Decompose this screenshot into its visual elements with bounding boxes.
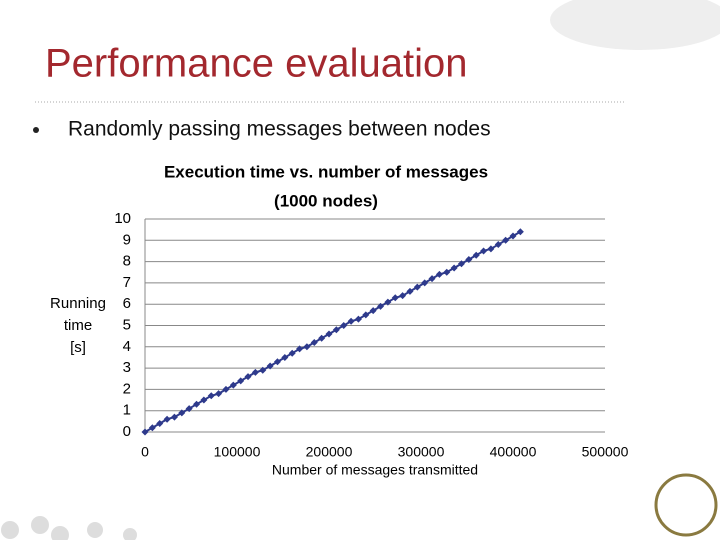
y-tick-label: 1 [123, 402, 131, 419]
data-point [251, 368, 259, 376]
data-point [362, 311, 370, 319]
data-point [457, 260, 465, 268]
data-point [509, 232, 517, 240]
logo [654, 473, 718, 537]
data-point [215, 390, 223, 398]
data-point [296, 345, 304, 353]
data-point [494, 241, 502, 249]
y-axis-label: Running [50, 295, 106, 312]
data-point [428, 275, 436, 283]
data-point [244, 373, 252, 381]
data-point [369, 307, 377, 315]
data-point [141, 428, 149, 436]
data-point [399, 292, 407, 300]
slide-title: Performance evaluation [45, 42, 467, 86]
x-tick-label: 500000 [582, 444, 629, 460]
data-point [480, 247, 488, 255]
x-tick-label: 400000 [490, 444, 537, 460]
data-point [170, 413, 178, 421]
x-tick-label: 300000 [398, 444, 445, 460]
chart-title: (1000 nodes) [274, 191, 378, 210]
data-point [266, 362, 274, 370]
data-point [288, 349, 296, 357]
x-axis-label: Number of messages transmitted [272, 462, 478, 478]
data-point [310, 339, 318, 347]
data-point [435, 270, 443, 278]
data-point [421, 279, 429, 287]
data-point [487, 245, 495, 253]
y-tick-label: 8 [123, 253, 131, 270]
y-tick-label: 4 [123, 338, 131, 355]
data-point [259, 366, 267, 374]
data-point [303, 343, 311, 351]
data-point [391, 294, 399, 302]
data-point [156, 419, 164, 427]
x-tick-label: 100000 [214, 444, 261, 460]
y-tick-label: 2 [123, 380, 131, 397]
decoration [550, 0, 720, 50]
data-point [377, 302, 385, 310]
data-point [450, 264, 458, 272]
data-point [193, 400, 201, 408]
data-point [413, 283, 421, 291]
data-point [465, 255, 473, 263]
data-point [163, 415, 171, 423]
y-tick-label: 0 [123, 423, 131, 440]
x-tick-label: 200000 [306, 444, 353, 460]
y-tick-label: 7 [123, 274, 131, 291]
data-point [340, 322, 348, 329]
data-point [200, 396, 208, 404]
y-axis-label: time [64, 317, 92, 334]
chart-title: Execution time vs. number of messages [164, 162, 488, 181]
y-axis-label: [s] [70, 339, 86, 356]
data-line [144, 230, 521, 433]
data-point [472, 251, 480, 259]
x-tick-label: 0 [141, 444, 149, 460]
data-point [325, 330, 333, 338]
data-point [354, 315, 362, 323]
y-tick-label: 3 [123, 359, 131, 376]
data-point [502, 236, 510, 244]
data-point [318, 334, 326, 342]
y-tick-label: 9 [123, 231, 131, 248]
bullet-dot [33, 127, 39, 133]
data-point [347, 317, 355, 325]
data-point [281, 353, 289, 361]
data-point [237, 377, 245, 385]
data-point [185, 405, 193, 413]
data-point [222, 385, 230, 393]
y-tick-label: 10 [114, 210, 131, 227]
y-tick-label: 5 [123, 316, 131, 333]
data-point [178, 409, 186, 417]
data-point [406, 287, 414, 295]
data-point [443, 268, 451, 276]
data-point [207, 392, 215, 400]
y-tick-label: 6 [123, 295, 131, 312]
data-point [148, 424, 156, 432]
data-point [229, 381, 237, 389]
data-point [516, 228, 524, 236]
spheres [1, 516, 137, 544]
data-point [273, 358, 281, 366]
data-point [384, 298, 392, 306]
data-point [332, 326, 340, 334]
bullet-text: Randomly passing messages between nodes [68, 118, 491, 141]
